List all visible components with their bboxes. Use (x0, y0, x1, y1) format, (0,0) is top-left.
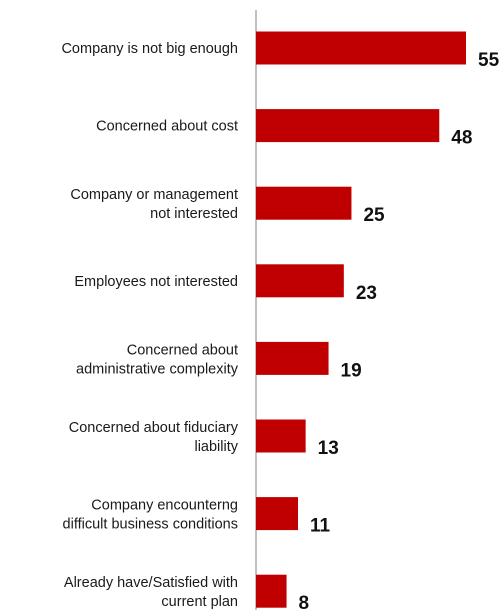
data-label: 23 (356, 283, 377, 304)
data-label: 11 (310, 516, 331, 537)
bar (256, 186, 352, 220)
bar (256, 574, 287, 608)
data-label: 48 (451, 128, 472, 149)
category-label: Already have/Satisfied with (64, 575, 238, 591)
category-label: Concerned about fiduciary (69, 420, 239, 436)
category-label: Employees not interested (74, 274, 238, 290)
bar (256, 31, 466, 65)
category-label: Company encounterng (91, 498, 238, 514)
category-label: current plan (161, 594, 238, 610)
category-label: Concerned about (127, 342, 238, 358)
category-label: Company or management (70, 187, 238, 203)
data-label: 55 (478, 50, 500, 71)
category-label: Company is not big enough (61, 41, 238, 57)
data-label: 8 (299, 593, 310, 610)
category-label: administrative complexity (76, 361, 239, 377)
category-label: difficult business conditions (63, 517, 238, 533)
bar (256, 497, 298, 531)
bar (256, 341, 329, 375)
bar (256, 419, 306, 453)
data-label: 19 (341, 360, 362, 381)
bars-layer: 55 Company is not big enough 48 Concerned a… (61, 31, 500, 610)
category-label: not interested (150, 206, 238, 222)
data-label: 13 (318, 438, 339, 459)
category-label: Concerned about cost (96, 119, 238, 135)
data-label: 25 (363, 205, 385, 226)
category-label: liability (194, 439, 238, 455)
bar (256, 109, 440, 143)
bar (256, 264, 344, 298)
